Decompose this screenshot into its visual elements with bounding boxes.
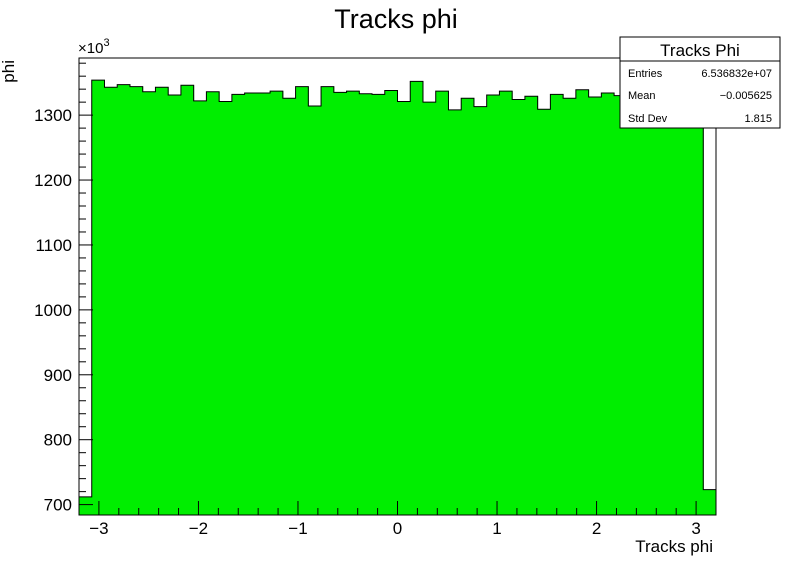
chart-title: Tracks phi [334, 4, 458, 34]
histogram-bin [359, 93, 373, 515]
histogram-bin [652, 96, 666, 515]
histogram-bin [703, 489, 717, 515]
y-tick-label: 1300 [34, 106, 72, 125]
histogram-bin [257, 93, 271, 515]
y-axis-title: phi [0, 60, 18, 83]
histogram-bin [231, 94, 246, 516]
histogram-bin [270, 91, 284, 515]
stats-box: Tracks Phi Entries 6.536832e+07 Mean −0.… [619, 36, 781, 129]
x-tick-label: −3 [89, 519, 108, 538]
stats-mean-value: −0.005625 [720, 90, 772, 102]
histogram-bin [372, 94, 386, 516]
histogram-bin [499, 91, 513, 515]
x-tick-label: −1 [288, 519, 307, 538]
histogram-bin [422, 102, 437, 516]
histogram-bin [295, 86, 309, 515]
histogram-bin [461, 98, 475, 515]
histogram-bin [435, 91, 449, 515]
histogram-bin [397, 101, 411, 516]
x-axis-title: Tracks phi [635, 537, 713, 556]
histogram-bin [104, 87, 118, 516]
x-tick-label: 2 [592, 519, 601, 538]
histogram-bin [537, 109, 551, 516]
histogram-bin [677, 93, 692, 515]
histogram-bin [639, 95, 653, 516]
histogram-bin [346, 91, 360, 515]
x-tick-label: 3 [691, 519, 700, 538]
y-tick-label: 900 [44, 366, 72, 385]
y-multiplier-exponent: 3 [103, 37, 109, 49]
stats-stddev-value: 1.815 [744, 113, 772, 125]
histogram-bin [512, 99, 526, 515]
histogram-bin [168, 95, 182, 516]
histogram-bin [524, 96, 539, 515]
stats-mean-label: Mean [628, 90, 656, 102]
histogram-bin [473, 106, 488, 515]
histogram-bin [614, 95, 628, 515]
histogram-outline [78, 79, 717, 515]
histogram-bin [626, 93, 641, 515]
histogram-bars [79, 80, 717, 516]
histogram-bin [79, 496, 93, 515]
y-axis-ticks: 700 800 900 1000 1100 1200 1300 [34, 62, 93, 515]
histogram-bin [588, 96, 602, 516]
histogram-bin [117, 84, 131, 516]
histogram-bin [91, 80, 105, 516]
histogram-bin [601, 93, 615, 515]
histogram-bin [155, 87, 169, 516]
histogram-bin [142, 91, 156, 516]
stats-entries-label: Entries [628, 68, 663, 80]
histogram-bin [333, 92, 348, 515]
y-tick-label: 800 [44, 431, 72, 450]
histogram-bin [575, 89, 590, 516]
histogram-bin [129, 86, 144, 515]
histogram-bin [219, 101, 233, 516]
y-tick-label: 1000 [34, 301, 72, 320]
histogram-bin [244, 93, 258, 515]
histogram-bin [486, 95, 500, 516]
stats-entries-value: 6.536832e+07 [701, 68, 772, 80]
histogram-bin [308, 106, 322, 516]
histogram-bin [690, 115, 704, 515]
histogram-bin [384, 90, 398, 515]
x-tick-label: 1 [492, 519, 501, 538]
histogram-bin [180, 85, 195, 515]
histogram-bin [282, 98, 297, 515]
stats-title: Tracks Phi [660, 41, 740, 60]
histogram-bin [665, 95, 679, 516]
stats-stddev-label: Std Dev [628, 113, 668, 125]
histogram-bin [321, 86, 335, 515]
histogram-bin [193, 100, 207, 515]
histogram-bin [550, 94, 564, 516]
y-multiplier-label: ×103 [78, 37, 110, 57]
x-axis-ticks: −3 −2 −1 0 1 2 3 [78, 501, 717, 538]
histogram-bin [563, 98, 577, 515]
histogram-bin [448, 109, 462, 515]
histogram-bin [206, 91, 220, 516]
y-tick-label: 1200 [34, 171, 72, 190]
histogram-bin [410, 81, 424, 515]
y-multiplier-base: ×10 [78, 40, 103, 57]
y-tick-label: 1100 [35, 236, 72, 255]
x-tick-label: 0 [393, 519, 402, 538]
y-tick-label: 700 [44, 496, 72, 515]
x-tick-label: −2 [189, 519, 208, 538]
